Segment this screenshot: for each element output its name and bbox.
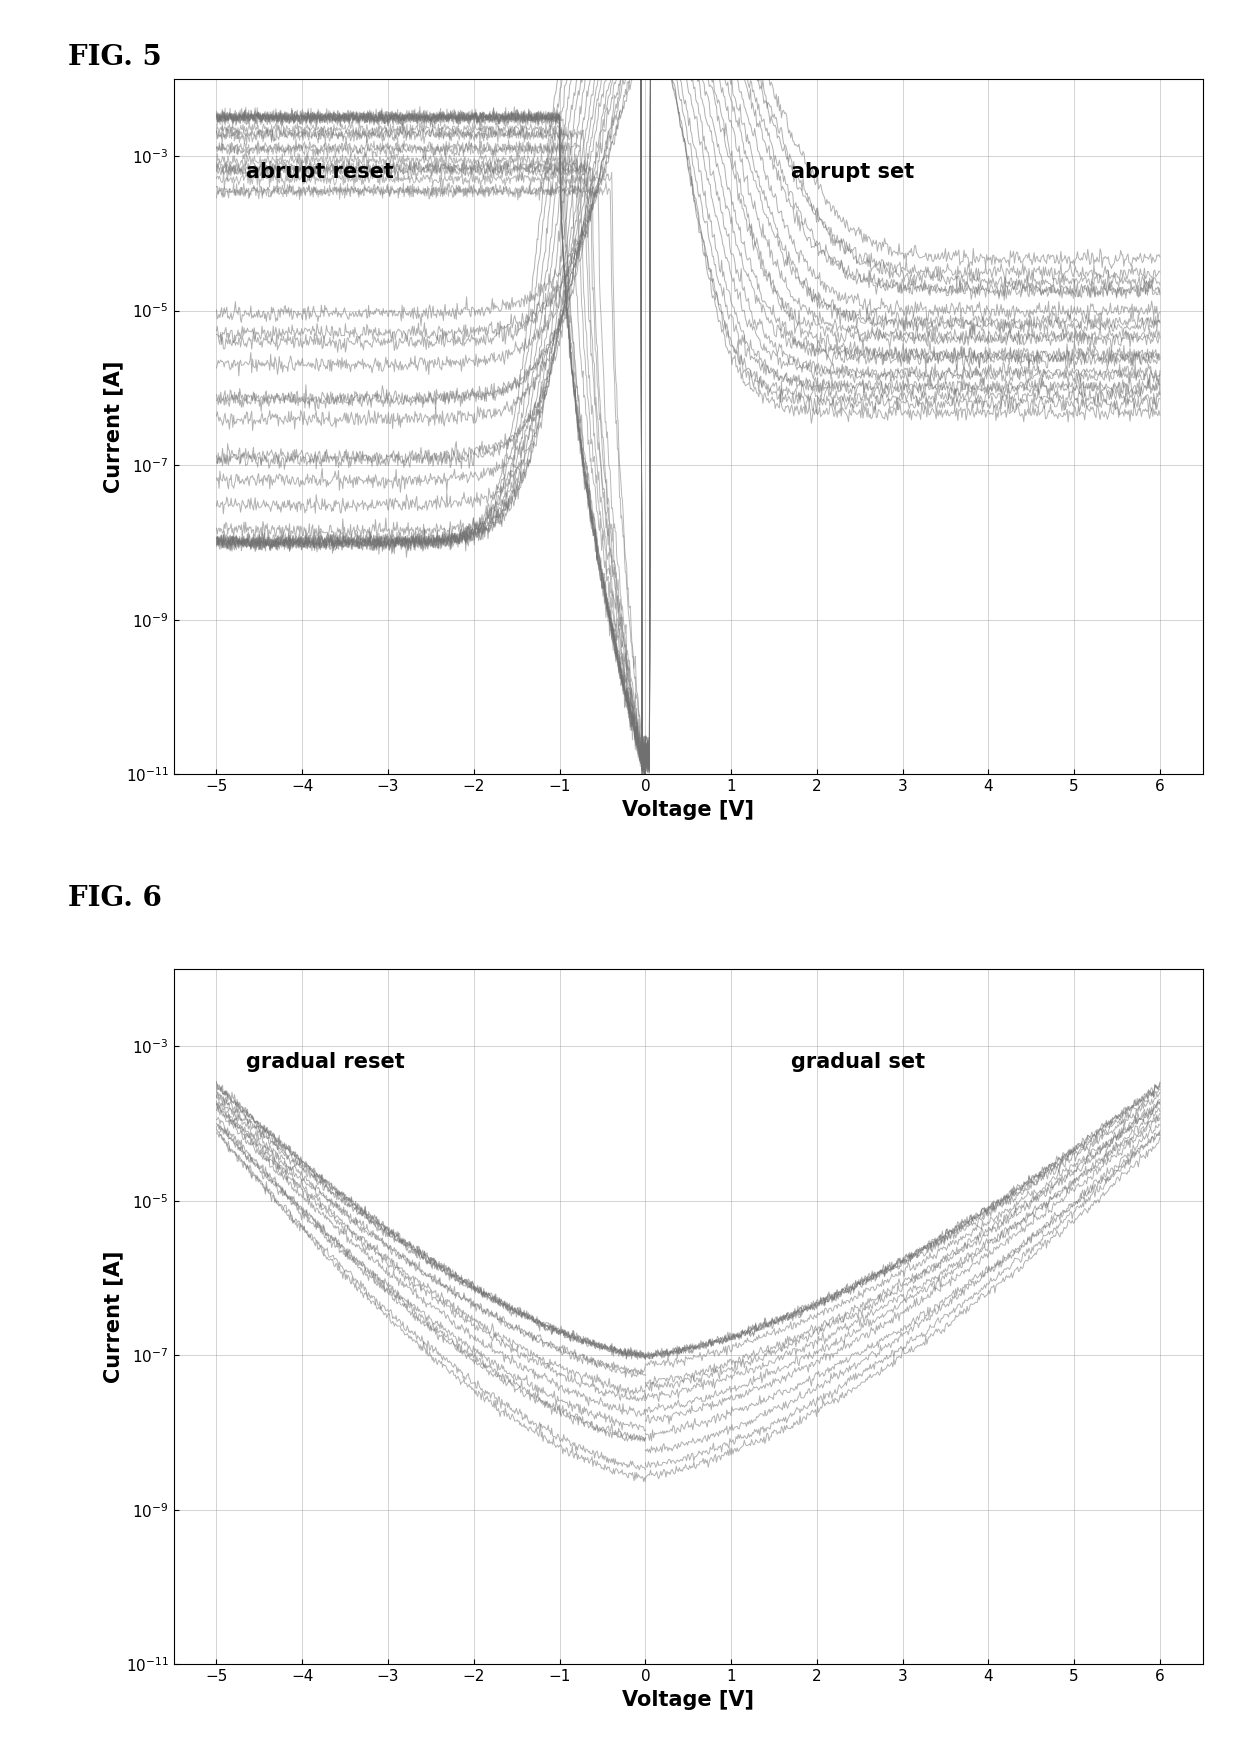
Y-axis label: Current [A]: Current [A]	[103, 361, 123, 492]
Text: abrupt reset: abrupt reset	[246, 163, 393, 182]
Text: FIG. 5: FIG. 5	[68, 44, 162, 70]
Text: FIG. 6: FIG. 6	[68, 885, 162, 911]
X-axis label: Voltage [V]: Voltage [V]	[622, 1691, 754, 1710]
Text: gradual set: gradual set	[791, 1053, 925, 1072]
Text: gradual reset: gradual reset	[246, 1053, 404, 1072]
Text: abrupt set: abrupt set	[791, 163, 914, 182]
X-axis label: Voltage [V]: Voltage [V]	[622, 799, 754, 820]
Y-axis label: Current [A]: Current [A]	[103, 1251, 123, 1382]
